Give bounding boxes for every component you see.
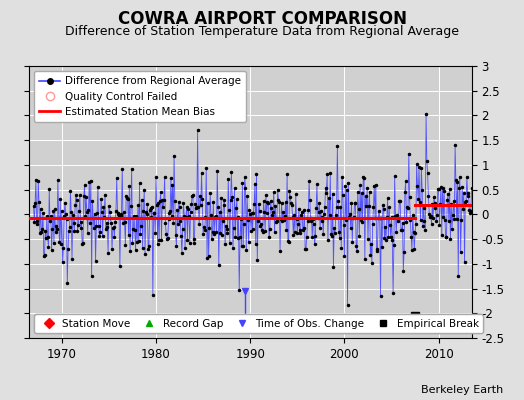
- Text: Difference of Station Temperature Data from Regional Average: Difference of Station Temperature Data f…: [65, 25, 459, 38]
- Legend: Station Move, Record Gap, Time of Obs. Change, Empirical Break: Station Move, Record Gap, Time of Obs. C…: [34, 314, 483, 333]
- Text: COWRA AIRPORT COMPARISON: COWRA AIRPORT COMPARISON: [117, 10, 407, 28]
- Text: Berkeley Earth: Berkeley Earth: [421, 385, 503, 395]
